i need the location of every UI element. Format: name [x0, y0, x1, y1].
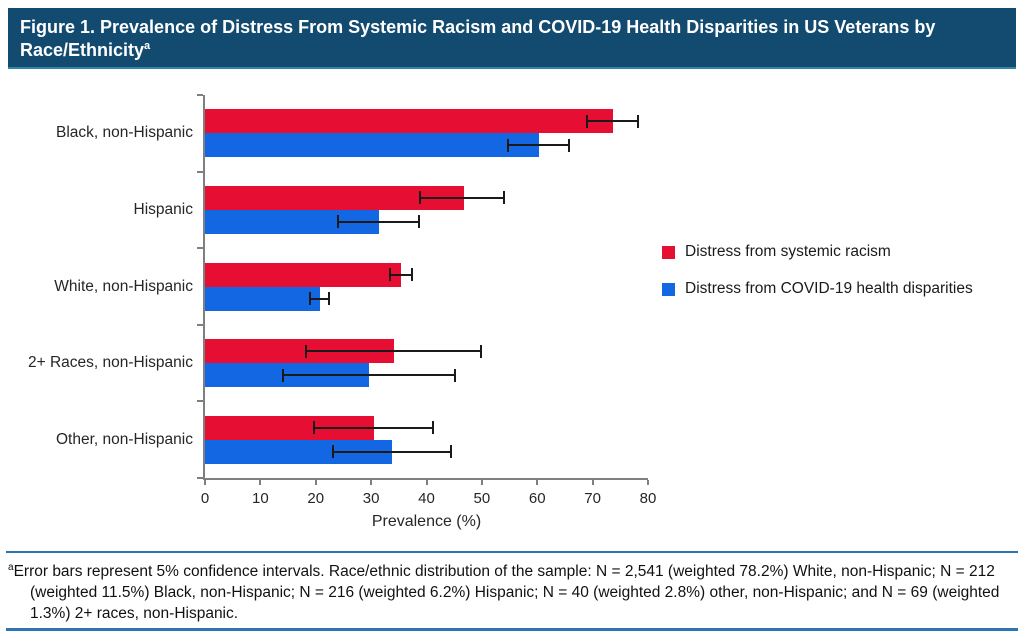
category-label: Other, non-Hispanic	[56, 430, 193, 448]
error-bar-cap-high	[450, 445, 453, 459]
error-bar-cap-low	[281, 368, 284, 382]
x-tick	[647, 480, 649, 485]
error-bar-cap-high	[431, 421, 434, 435]
footnote-text: Error bars represent 5% confidence inter…	[13, 563, 1000, 623]
legend: Distress from systemic racism Distress fr…	[662, 243, 973, 317]
bar-distress-from-systemic-racism	[205, 262, 402, 287]
footnote-paragraph: aError bars represent 5% confidence inte…	[8, 557, 1016, 624]
x-tick-label: 10	[252, 490, 269, 507]
figure-title-bar: Figure 1. Prevalence of Distress From Sy…	[8, 8, 1016, 69]
x-tick-label: 60	[528, 490, 546, 507]
x-tick-label: 0	[200, 490, 210, 507]
x-tick-label: 20	[307, 490, 325, 507]
error-bar-cap-high	[418, 215, 421, 229]
legend-swatch-icon	[662, 246, 675, 259]
x-tick-label: 40	[418, 490, 435, 507]
category-label: Hispanic	[133, 200, 193, 218]
error-bar-cap-low	[337, 215, 340, 229]
error-bar	[586, 120, 639, 123]
error-bar-cap-high	[568, 138, 571, 152]
title-footnote-marker: a	[144, 40, 151, 52]
category-label: Black, non-Hispanic	[56, 124, 193, 142]
legend-label: Distress from COVID-19 health disparitie…	[685, 280, 973, 297]
bottom-rule	[6, 628, 1018, 631]
error-bar-cap-low	[585, 114, 588, 128]
legend-label: Distress from systemic racism	[685, 243, 891, 260]
footnote-marker: a	[8, 562, 14, 573]
error-bar-cap-low	[331, 445, 334, 459]
y-tick	[197, 247, 203, 250]
x-axis	[203, 478, 648, 480]
error-bar	[314, 426, 433, 429]
x-tick-label: 80	[639, 490, 657, 507]
error-bar	[310, 297, 330, 300]
error-bar	[389, 273, 413, 276]
y-tick	[197, 323, 203, 326]
error-bar-cap-high	[480, 344, 483, 358]
error-bar	[338, 220, 420, 223]
x-tick-label: 50	[473, 490, 491, 507]
x-tick	[591, 480, 594, 485]
category-label: 2+ Races, non-Hispanic	[28, 354, 193, 372]
y-tick	[197, 477, 203, 479]
y-tick	[197, 170, 203, 173]
x-tick	[425, 480, 428, 485]
error-bar	[282, 374, 456, 377]
figure-title: Figure 1. Prevalence of Distress From Sy…	[20, 17, 936, 60]
error-bar-cap-low	[419, 191, 422, 205]
error-bar	[332, 450, 452, 453]
x-tick	[259, 480, 262, 485]
bar-distress-from-covid-19-health-disparities	[205, 133, 539, 158]
error-bar-cap-high	[503, 191, 506, 205]
x-tick	[370, 480, 373, 485]
y-axis	[203, 95, 205, 480]
x-tick	[204, 480, 206, 485]
footnote: aError bars represent 5% confidence inte…	[6, 551, 1018, 624]
error-bar-cap-high	[637, 114, 640, 128]
x-tick	[480, 480, 483, 485]
error-bar-cap-high	[454, 368, 457, 382]
bar-distress-from-systemic-racism	[205, 109, 614, 134]
y-tick	[197, 94, 203, 96]
error-bar	[305, 350, 482, 353]
x-tick	[314, 480, 317, 485]
y-tick	[197, 400, 203, 403]
error-bar-cap-high	[411, 268, 414, 281]
error-bar	[507, 144, 570, 147]
error-bar-cap-low	[304, 344, 307, 358]
bar-distress-from-covid-19-health-disparities	[205, 286, 320, 311]
error-bar-cap-low	[506, 138, 509, 152]
category-label: White, non-Hispanic	[54, 277, 193, 295]
x-tick	[536, 480, 539, 485]
legend-item-distress-from-covid-19-health-disparities: Distress from COVID-19 health disparitie…	[662, 280, 973, 298]
error-bar-cap-low	[388, 268, 391, 281]
x-axis-label: Prevalence (%)	[371, 513, 482, 530]
x-tick-label: 70	[584, 490, 601, 507]
error-bar-cap-high	[328, 292, 331, 305]
error-bar-cap-low	[313, 421, 316, 435]
legend-item-distress-from-systemic-racism: Distress from systemic racism	[662, 243, 973, 261]
error-bar-cap-low	[309, 292, 312, 305]
error-bar	[420, 196, 505, 199]
x-tick-label: 30	[362, 490, 380, 507]
legend-swatch-icon	[662, 283, 675, 296]
